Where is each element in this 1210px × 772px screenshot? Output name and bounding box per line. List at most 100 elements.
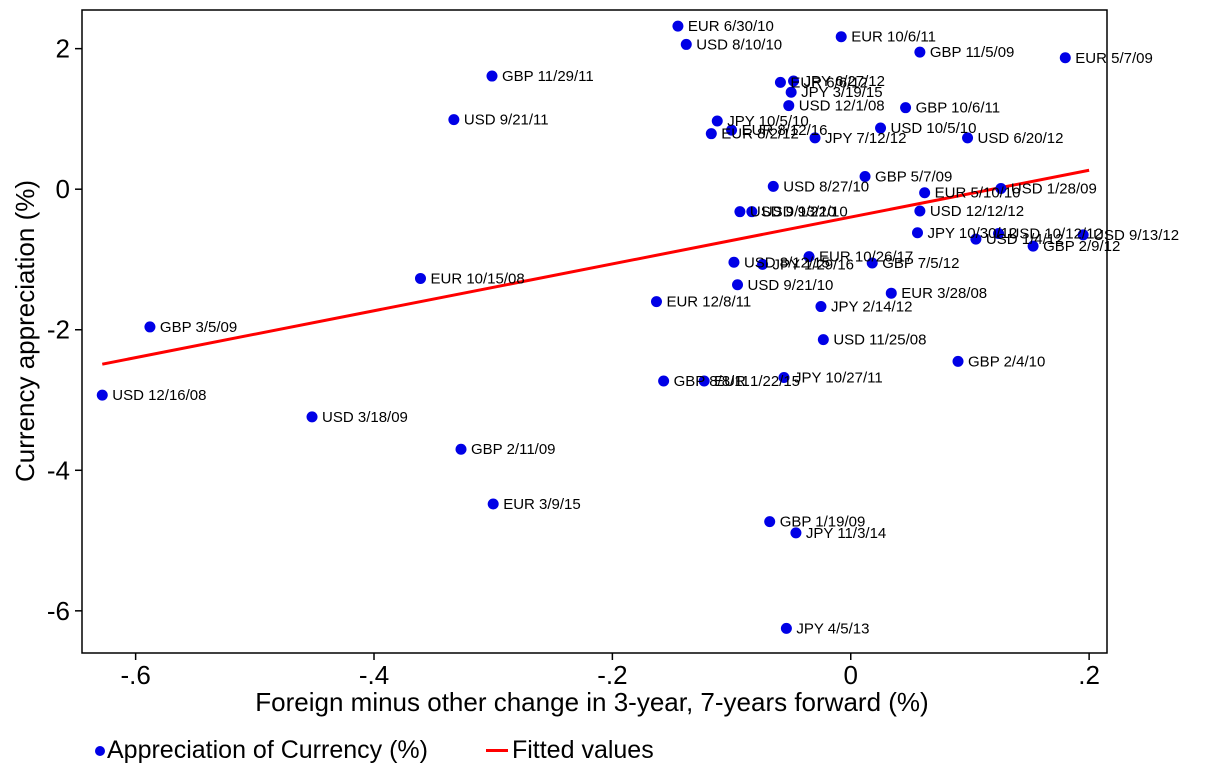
data-point-label: USD 1/4/12 [986,231,1064,248]
data-point-label: USD 8/10/10 [696,36,782,53]
data-point-label: USD 12/12/12 [930,203,1024,220]
y-axis-title: Currency appreciation (%) [10,180,40,482]
data-point [809,132,821,144]
data-point-label: USD 11/25/08 [833,332,926,349]
data-point [734,206,746,218]
data-point [487,498,499,510]
legend-label-fitted: Fitted values [511,736,654,764]
data-point [650,296,662,308]
data-point-label: USD 3/18/09 [322,409,408,426]
data-point [817,334,829,346]
data-point [911,227,923,239]
data-point [414,272,426,284]
data-point [866,257,878,269]
y-tick-label: 2 [56,34,70,64]
data-point [746,206,758,218]
data-point-label: GBP 11/5/09 [930,44,1015,61]
data-point-label: GBP 3/5/09 [160,319,237,336]
data-point [803,251,815,263]
fitted-line-layer [101,168,1090,366]
data-point [764,516,776,528]
data-point-label: USD 9/13/10 [750,204,836,221]
data-point-label: JPY 7/12/12 [825,130,906,147]
legend-label-appreciation: Appreciation of Currency (%) [107,736,428,764]
data-point-label: EUR 1/22/15 [714,373,800,390]
data-point-label: EUR 10/15/08 [430,270,524,287]
data-point-label: JPY 2/14/12 [831,299,912,316]
data-point-label: GBP 11/29/11 [502,68,594,85]
data-point-label: USD 8/12/15 [744,254,830,271]
data-point-label: JPY 11/3/14 [806,525,886,542]
data-point-label: GBP 5/7/09 [875,169,952,186]
y-tick-label: -4 [47,455,70,485]
data-point [732,279,744,291]
data-point [970,233,982,245]
data-point [658,375,670,387]
x-tick-label: .2 [1078,660,1100,690]
x-axis-title: Foreign minus other change in 3-year, 7-… [255,687,928,717]
data-point [914,205,926,217]
data-point-label: GBP 2/4/10 [968,353,1045,370]
data-point [680,38,692,50]
x-tick-label: -.6 [120,660,150,690]
data-point-label: EUR 8/12/16 [742,122,828,139]
data-point-label: JPY 3/19/15 [801,84,882,101]
data-point [914,46,926,58]
data-point-label: GBP 2/9/12 [1043,238,1120,255]
data-point [306,411,318,423]
data-point-label: USD 9/13/12 [1093,227,1179,244]
data-point [728,256,740,268]
data-point-label: USD 10/12/12 [1009,225,1103,242]
data-point [788,75,800,87]
y-tick-label: 0 [56,174,70,204]
data-point-label: EUR 3/28/08 [901,285,987,302]
data-point-label: EUR 6/30/10 [688,18,774,35]
data-point [783,100,795,112]
data-point [778,372,790,384]
axis-ticks: -.6 -.4 -.2 0 .2 -6 -4 -2 0 2 [47,34,1100,690]
data-point [767,180,779,192]
data-point-label: USD 10/5/10 [891,120,977,137]
fitted-line [101,168,1090,366]
data-point-label: JPY 1/29/16 [773,256,854,273]
data-point-label: JPY 6/27/12 [804,73,885,90]
data-point [1059,52,1071,64]
plot-frame [81,9,1108,654]
legend-line-icon [485,749,508,752]
y-tick-label: -2 [47,315,70,345]
data-point [875,122,887,134]
data-point-label: JPY 10/5/10 [727,113,808,130]
legend-dot-icon [95,745,105,756]
data-point [952,355,964,367]
data-point [774,76,786,88]
data-point-label: USD 8/27/10 [783,178,869,195]
data-point [885,287,897,299]
legend-item-fitted: Fitted values [485,736,654,765]
data-point-label: USD 9/22/10 [762,204,848,221]
data-point [859,171,871,183]
data-point [448,114,460,126]
data-point-label: JPY 4/5/13 [796,620,869,637]
data-point [780,622,792,634]
data-point-label: EUR 10/26/17 [819,249,913,266]
data-point-label: USD 12/1/08 [799,98,885,115]
data-point-label: JPY 10/27/11 [794,370,883,387]
data-point-label: USD 6/20/12 [978,130,1064,147]
data-point-label: USD 9/21/10 [748,277,834,294]
data-point-label: EUR 5/10/10 [935,185,1021,202]
data-point [672,20,684,32]
data-point [900,102,912,114]
data-point-label: EUR 3/9/15 [503,496,581,513]
data-point-label: EUR 10/6/11 [851,29,936,46]
data-point [757,258,769,270]
data-point [486,70,498,82]
data-point-label: EUR 6/6/12 [790,74,868,91]
y-tick-label: -6 [47,596,70,626]
x-tick-label: 0 [844,660,858,690]
points-layer [96,20,1089,634]
data-point [993,227,1005,239]
data-point [995,182,1007,194]
data-point-label: GBP 7/5/12 [882,255,959,272]
